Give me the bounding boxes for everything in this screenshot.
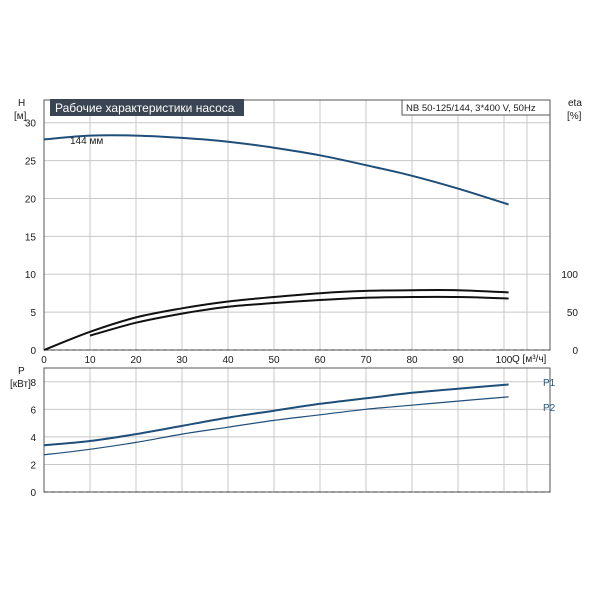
p1-curve [43,383,509,447]
model-info: NB 50-125/144, 3*400 V, 50Hz [406,103,536,114]
legend-p1: P1 [543,378,556,389]
p-tick-label: 2 [30,460,36,471]
x-tick-label: 100 [496,355,513,366]
y2-tick-label: 0 [572,346,578,357]
bottom-curves [43,383,509,456]
p-tick-label: 0 [30,488,36,499]
y2-tick-label: 100 [561,270,578,281]
y-tick-label: 25 [25,157,37,168]
eta-1-curve [43,288,509,351]
chart-title-box [50,99,244,116]
x-tick-label: 80 [406,355,418,366]
x-tick-label: 0 [41,355,47,366]
y-tick-label: 0 [30,346,36,357]
model-info-box [401,99,551,116]
y2-axis-unit: [%] [567,111,582,122]
x-tick-label: 60 [314,355,326,366]
head-curve [43,134,509,206]
x-tick-label: 10 [84,355,96,366]
eta-2-curve [89,295,509,337]
chart-title: Рабочие характеристики насоса [55,101,235,115]
p-axis-name: P [18,366,25,377]
y2-axis-name: eta [568,98,582,109]
bottom-tick-labels: 0 2 4 6 8 [30,378,36,499]
x-tick-label: 50 [268,355,280,366]
top-curves [43,134,509,351]
x-tick-label: 70 [360,355,372,366]
x-axis-label: Q [м³/ч] [512,354,547,365]
x-tick-label: 30 [176,355,188,366]
p-tick-label: 8 [30,378,36,389]
p-tick-label: 4 [30,433,36,444]
x-tick-label: 20 [130,355,142,366]
impeller-diameter-label: 144 мм [70,136,103,147]
x-tick-label: 90 [452,355,464,366]
y-tick-label: 10 [25,270,37,281]
p-axis-unit: [кВт] [10,379,31,390]
y-axis-name: H [18,98,25,109]
y-tick-label: 30 [25,119,37,130]
top-tick-labels: 0 5 10 15 20 25 30 0 50 100 0 10 20 30 40 50 60 70 80 90 100 [25,119,579,366]
y-tick-label: 5 [30,308,36,319]
x-tick-label: 40 [222,355,234,366]
y-axis-unit: [м] [14,111,27,122]
y2-tick-label: 50 [567,308,579,319]
y-tick-label: 20 [25,194,37,205]
top-grid [43,100,551,351]
p2-curve [43,396,509,456]
y-tick-label: 15 [25,232,37,243]
legend-p2: P2 [543,403,556,414]
p-tick-label: 6 [30,405,36,416]
